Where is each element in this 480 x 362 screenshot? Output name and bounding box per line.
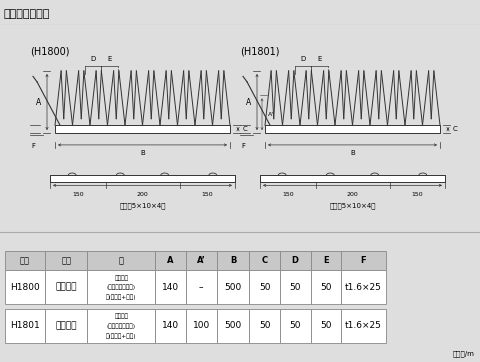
- Text: 500: 500: [224, 283, 241, 292]
- Bar: [250, 270, 280, 304]
- Text: シルバー: シルバー: [114, 314, 128, 319]
- Text: 200: 200: [137, 192, 148, 197]
- Text: 50: 50: [259, 321, 270, 330]
- Text: スチール: スチール: [55, 283, 77, 292]
- Bar: [87, 251, 156, 270]
- Text: A’: A’: [197, 256, 205, 265]
- Bar: [45, 309, 87, 343]
- Bar: [5, 270, 45, 304]
- Text: H1801: H1801: [10, 321, 40, 330]
- Text: E: E: [323, 256, 329, 265]
- Text: 140: 140: [162, 321, 179, 330]
- Text: B: B: [140, 150, 145, 156]
- Text: A: A: [168, 256, 174, 265]
- Text: 50: 50: [289, 283, 301, 292]
- Text: 100: 100: [192, 321, 210, 330]
- Text: C: C: [243, 126, 248, 132]
- Text: t1.6×25: t1.6×25: [345, 283, 382, 292]
- Bar: [186, 251, 216, 270]
- Text: 品番: 品番: [20, 256, 30, 265]
- Text: C: C: [453, 126, 458, 132]
- Text: スチール: スチール: [55, 321, 77, 330]
- Bar: [50, 176, 235, 182]
- Bar: [311, 270, 341, 304]
- Text: E: E: [317, 56, 322, 62]
- Text: (H1800): (H1800): [30, 46, 70, 56]
- Text: B: B: [350, 150, 355, 156]
- Text: (H1801): (H1801): [240, 46, 279, 56]
- Text: (ユニクロメッキ): (ユニクロメッキ): [107, 324, 136, 329]
- Bar: [341, 270, 386, 304]
- Bar: [186, 309, 216, 343]
- Text: 50: 50: [259, 283, 270, 292]
- Bar: [55, 125, 230, 133]
- Bar: [216, 309, 250, 343]
- Text: 50: 50: [289, 321, 301, 330]
- Text: 50: 50: [320, 283, 332, 292]
- Text: 150: 150: [72, 192, 84, 197]
- Text: 50: 50: [320, 321, 332, 330]
- Text: A: A: [246, 97, 252, 106]
- Text: (ユニクロメッキ): (ユニクロメッキ): [107, 285, 136, 290]
- Bar: [260, 176, 445, 182]
- Bar: [45, 270, 87, 304]
- Text: 150: 150: [282, 192, 294, 197]
- Bar: [156, 251, 186, 270]
- Bar: [341, 251, 386, 270]
- Text: シルバー: シルバー: [114, 275, 128, 281]
- Text: E: E: [108, 56, 112, 62]
- Text: 黒(メッキ+塗装): 黒(メッキ+塗装): [106, 295, 137, 300]
- Text: 忍び返し１７型: 忍び返し１７型: [4, 9, 50, 18]
- Text: A': A': [268, 112, 274, 117]
- Text: 長穴＝5×10×4ケ: 長穴＝5×10×4ケ: [329, 202, 376, 209]
- Bar: [280, 251, 311, 270]
- Text: 単位㎡/m: 単位㎡/m: [453, 350, 475, 357]
- Text: D: D: [90, 56, 96, 62]
- Text: F: F: [360, 256, 366, 265]
- Bar: [156, 309, 186, 343]
- Text: 長穴＝5×10×4ケ: 長穴＝5×10×4ケ: [119, 202, 166, 209]
- Text: B: B: [230, 256, 236, 265]
- Bar: [186, 270, 216, 304]
- Bar: [156, 270, 186, 304]
- Bar: [216, 251, 250, 270]
- Bar: [341, 309, 386, 343]
- Text: D: D: [300, 56, 306, 62]
- Bar: [5, 251, 45, 270]
- Bar: [216, 270, 250, 304]
- Text: 黒(メッキ+塗装): 黒(メッキ+塗装): [106, 333, 137, 339]
- Bar: [280, 309, 311, 343]
- Text: –: –: [199, 283, 204, 292]
- Text: 材質: 材質: [61, 256, 71, 265]
- Text: 140: 140: [162, 283, 179, 292]
- Text: C: C: [262, 256, 268, 265]
- Bar: [87, 270, 156, 304]
- Text: 150: 150: [411, 192, 423, 197]
- Bar: [250, 309, 280, 343]
- Text: F: F: [241, 143, 245, 149]
- Bar: [5, 309, 45, 343]
- Text: 200: 200: [347, 192, 359, 197]
- Text: A: A: [36, 97, 42, 106]
- Bar: [311, 309, 341, 343]
- Text: D: D: [292, 256, 299, 265]
- Bar: [45, 251, 87, 270]
- Bar: [250, 251, 280, 270]
- Text: F: F: [31, 143, 35, 149]
- Text: 150: 150: [202, 192, 213, 197]
- Text: t1.6×25: t1.6×25: [345, 321, 382, 330]
- Text: 500: 500: [224, 321, 241, 330]
- Text: H1800: H1800: [10, 283, 40, 292]
- Bar: [87, 309, 156, 343]
- Bar: [311, 251, 341, 270]
- Text: 色: 色: [119, 256, 124, 265]
- Bar: [265, 125, 440, 133]
- Bar: [280, 270, 311, 304]
